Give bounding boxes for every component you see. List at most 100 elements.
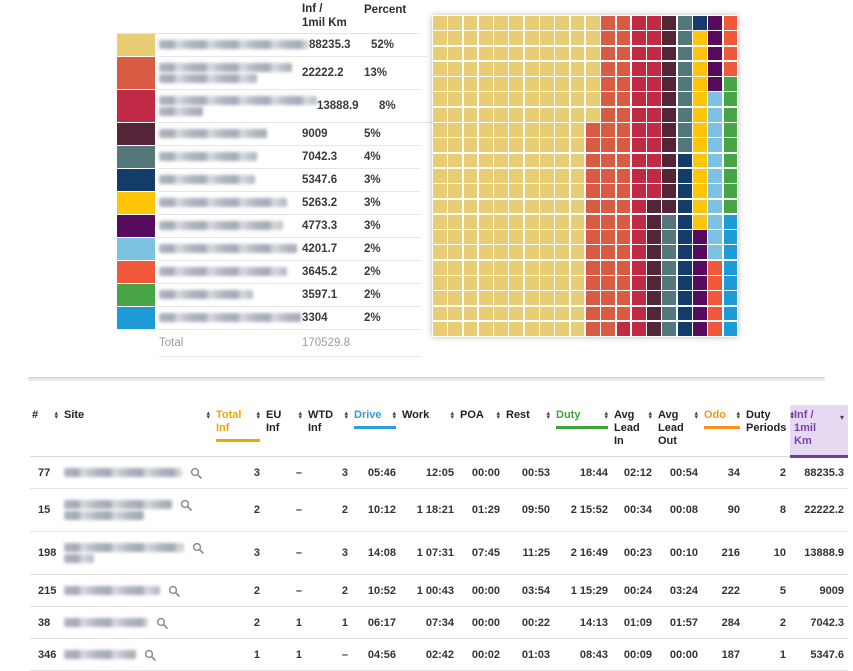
waffle-cell — [448, 16, 463, 30]
waffle-cell — [433, 138, 447, 153]
waffle-cell — [494, 77, 508, 91]
column-header-drive[interactable]: Drive ▴ ▾ — [352, 404, 400, 458]
waffle-cell — [585, 16, 600, 30]
waffle-cell — [616, 306, 631, 321]
waffle-cell — [478, 46, 493, 61]
cell-odo: 90 — [702, 488, 744, 533]
cell-eu_inf: – — [264, 574, 306, 608]
waffle-cell — [433, 245, 447, 260]
cell-eu_inf: – — [264, 488, 306, 533]
waffle-cell — [677, 230, 692, 244]
waffle-cell — [433, 260, 447, 275]
cell-duty_periods: 8 — [744, 488, 790, 533]
waffle-cell — [570, 291, 585, 306]
waffle-cell — [585, 321, 600, 336]
sort-toggle-icon: ▴ ▾ — [694, 409, 698, 421]
cell-avg_lead_in: 00:23 — [612, 531, 656, 576]
zoom-site-icon[interactable] — [178, 499, 194, 512]
waffle-cell — [693, 260, 707, 275]
column-header-rest[interactable]: Rest ▴ ▾ — [504, 404, 554, 458]
waffle-cell — [433, 31, 447, 46]
legend-swatch-cell — [117, 214, 159, 238]
cell-wtd_inf: 2 — [306, 574, 352, 608]
cell-work: 12:05 — [400, 456, 458, 490]
waffle-cell — [478, 214, 493, 229]
column-header-site[interactable]: Site ▴ ▾ — [62, 404, 214, 458]
column-header-work[interactable]: Work ▴ ▾ — [400, 404, 458, 458]
zoom-site-icon[interactable] — [166, 585, 182, 598]
column-header-inner: Total Inf ▴ ▾ — [216, 409, 260, 443]
cell-inf_1mil_km: 22222.2 — [790, 488, 848, 533]
legend-value: 5263.2 — [302, 192, 364, 215]
cell-wtd_inf: – — [306, 638, 352, 671]
waffle-cell — [601, 306, 616, 321]
site-name-redacted — [64, 584, 160, 597]
waffle-cell — [570, 214, 585, 229]
redacted-text-line — [159, 106, 203, 116]
waffle-cell — [616, 321, 631, 336]
site-name-redacted — [64, 616, 148, 629]
column-header-inner: Inf / 1mil Km ▾ — [794, 409, 844, 456]
waffle-cell — [494, 92, 508, 107]
legend-total-value: 170529.8 — [302, 330, 364, 357]
waffle-cell — [463, 276, 478, 290]
column-header-inf_1mil_km[interactable]: Inf / 1mil Km ▾ — [790, 404, 848, 459]
redacted-text-line — [159, 152, 257, 162]
waffle-cell — [662, 184, 677, 199]
waffle-cell — [509, 46, 524, 61]
zoom-site-icon[interactable] — [154, 617, 170, 630]
waffle-cell — [723, 321, 738, 336]
summary-section: Inf / 1mil Km Percent 88235.3 52% 22222.2 1… — [117, 2, 739, 357]
column-header-total_inf[interactable]: Total Inf ▴ ▾ — [214, 404, 264, 458]
waffle-cell — [585, 214, 600, 229]
legend-header: Inf / 1mil Km Percent — [117, 2, 420, 33]
cell-poa: 01:29 — [458, 488, 504, 533]
legend-percent: 2% — [364, 238, 420, 261]
column-header-duty_periods[interactable]: Duty Periods ▴ ▾ — [744, 404, 794, 458]
waffle-cell — [555, 184, 570, 199]
legend-site-name — [159, 169, 302, 192]
waffle-cell — [448, 306, 463, 321]
cell-total_inf: 2 — [214, 488, 264, 533]
column-header-num[interactable]: # ▴ ▾ — [30, 404, 62, 458]
waffle-cell — [478, 168, 493, 183]
waffle-cell — [662, 291, 677, 306]
waffle-cell — [463, 123, 478, 137]
column-header-odo[interactable]: Odo ▴ ▾ — [702, 404, 744, 458]
waffle-cell — [616, 276, 631, 290]
waffle-cell — [723, 31, 738, 46]
redacted-text-line — [159, 40, 309, 50]
waffle-cell — [677, 306, 692, 321]
waffle-cell — [524, 168, 539, 183]
zoom-site-icon[interactable] — [142, 649, 158, 662]
waffle-cell — [585, 306, 600, 321]
column-header-duty[interactable]: Duty ▴ ▾ — [554, 404, 612, 458]
cell-work: 1 00:43 — [400, 574, 458, 608]
column-header-avg_lead_in[interactable]: Avg Lead In ▴ ▾ — [612, 404, 656, 458]
column-header-poa[interactable]: POA ▴ ▾ — [458, 404, 504, 458]
legend-site-name-redacted — [159, 94, 317, 118]
waffle-cell — [448, 138, 463, 153]
waffle-cell — [708, 306, 723, 321]
waffle-cell — [677, 153, 692, 168]
waffle-cell — [677, 199, 692, 214]
legend-color-swatch — [117, 260, 155, 283]
waffle-cell — [601, 291, 616, 306]
cell-num: 38 — [30, 606, 62, 640]
waffle-cell — [677, 168, 692, 183]
sort-toggle-icon: ▴ ▾ — [206, 409, 210, 421]
redacted-text-line — [159, 290, 253, 300]
waffle-cell — [509, 276, 524, 290]
zoom-site-icon[interactable] — [188, 467, 204, 480]
column-header-eu_inf[interactable]: EU Inf ▴ ▾ — [264, 404, 306, 458]
cell-avg_lead_in: 02:12 — [612, 456, 656, 490]
waffle-cell — [524, 46, 539, 61]
zoom-site-icon[interactable] — [190, 542, 206, 555]
sort-toggle-icon: ▴ ▾ — [790, 409, 794, 421]
waffle-cell — [693, 16, 707, 30]
column-header-avg_lead_out[interactable]: Avg Lead Out ▴ ▾ — [656, 404, 702, 458]
waffle-cell — [693, 107, 707, 122]
waffle-cell — [494, 214, 508, 229]
column-header-wtd_inf[interactable]: WTD Inf ▴ ▾ — [306, 404, 352, 458]
waffle-cell — [570, 245, 585, 260]
